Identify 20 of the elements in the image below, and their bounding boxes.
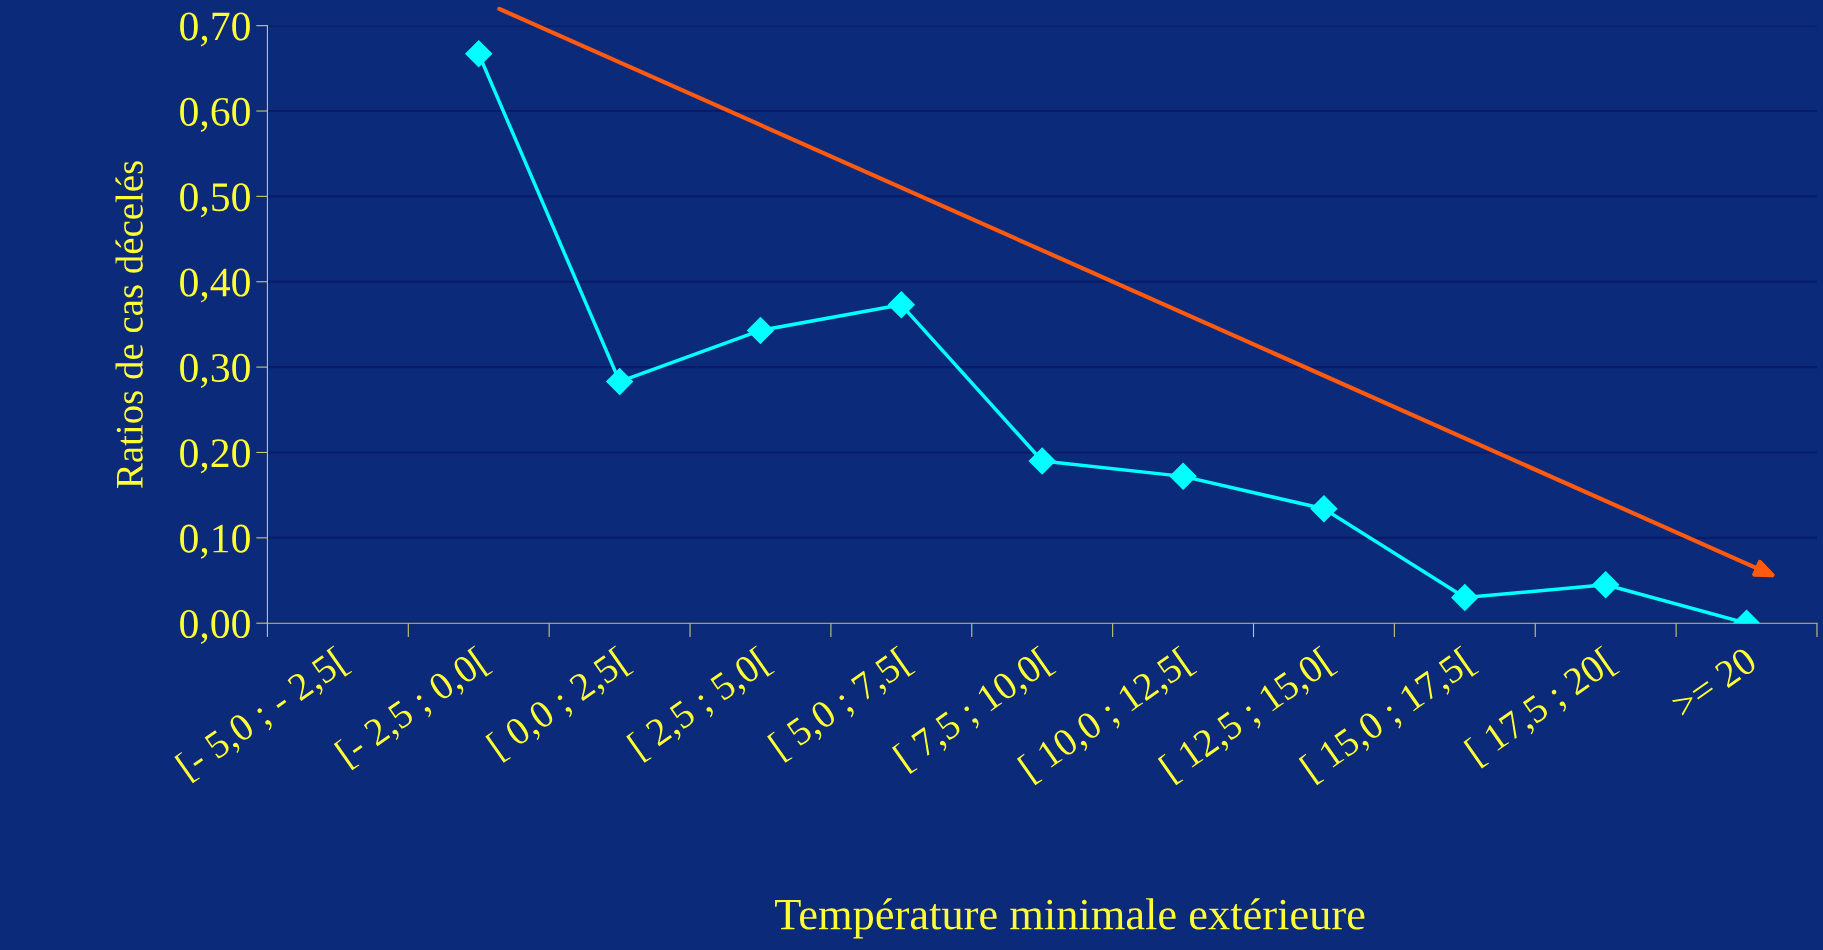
x-axis-title: Température minimale extérieure [775,898,1365,939]
point [1169,462,1197,490]
y-tick-label: 0,10 [180,524,250,559]
y-tick-label: 0,60 [180,97,250,132]
y-tick-label: 0,20 [180,439,250,474]
y-tick-label: 0,50 [180,183,250,218]
point [1310,495,1338,523]
point [747,316,774,344]
point [887,291,915,319]
point [465,40,493,68]
point [606,368,634,396]
y-tick-label: 0,30 [180,353,250,388]
y-tick-label: 0,00 [180,609,250,645]
x-tick-label: >= 20 [1669,646,1758,719]
y-tick-label: 0,70 [180,12,250,47]
point [1028,447,1056,475]
y-tick-label: 0,40 [180,268,250,303]
point [1592,571,1620,599]
point [1451,584,1479,612]
y-axis-title: Ratios de cas décelés [115,161,143,488]
